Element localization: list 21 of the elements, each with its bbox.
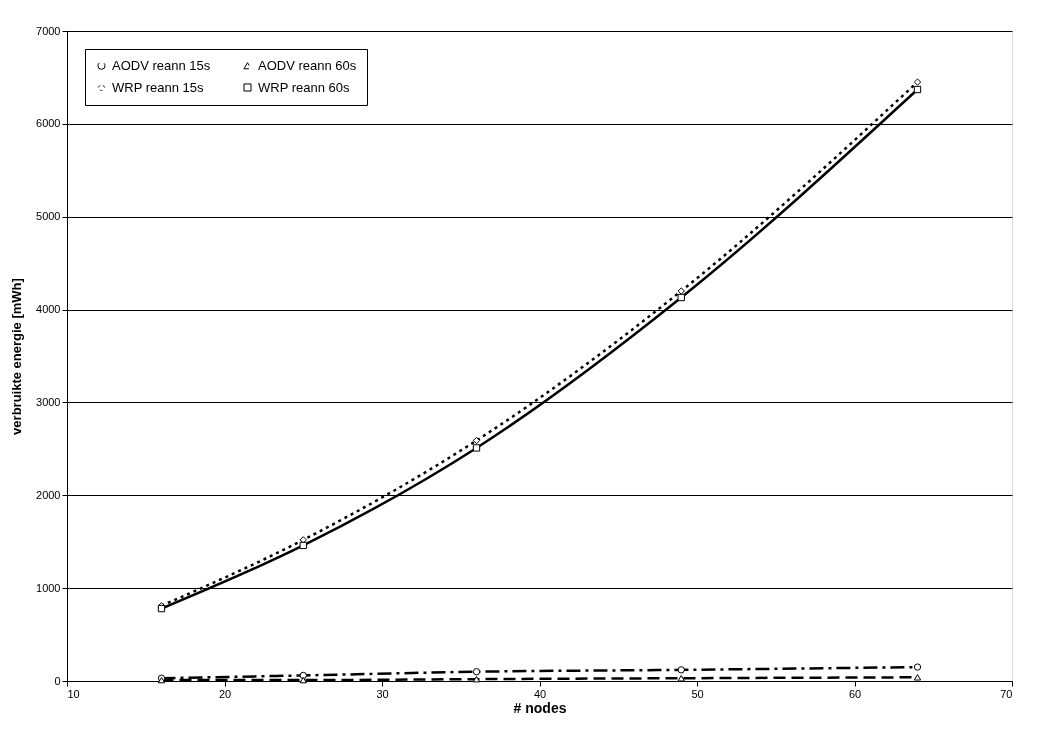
x-tick-label: 60: [848, 687, 862, 700]
y-tick-label: 3000: [36, 395, 61, 408]
x-tick-label: 20: [218, 687, 232, 700]
legend-label: WRP reann 15s: [112, 79, 205, 95]
y-tick-label: 2000: [36, 488, 61, 501]
y-tick-label: 5000: [36, 210, 61, 223]
y-axis-title: verbruikte energie [mWh]: [9, 278, 25, 435]
legend-label: AODV reann 15s: [112, 57, 211, 73]
legend-label: WRP reann 60s: [258, 79, 351, 95]
x-tick-label: 50: [691, 687, 704, 700]
x-tick-label: 10: [67, 687, 80, 700]
y-tick-label: 7000: [36, 24, 61, 37]
x-tick-label: 70: [1000, 687, 1013, 700]
x-axis-title: # nodes: [513, 699, 567, 716]
x-tick-label: 30: [376, 687, 389, 700]
y-tick-label: 6000: [36, 117, 61, 130]
x-tick-label: 40: [533, 687, 547, 700]
y-tick-label: 0: [54, 674, 61, 687]
legend-label: AODV reann 60s: [258, 57, 357, 73]
y-tick-label: 1000: [36, 581, 61, 594]
y-tick-label: 4000: [36, 303, 61, 316]
